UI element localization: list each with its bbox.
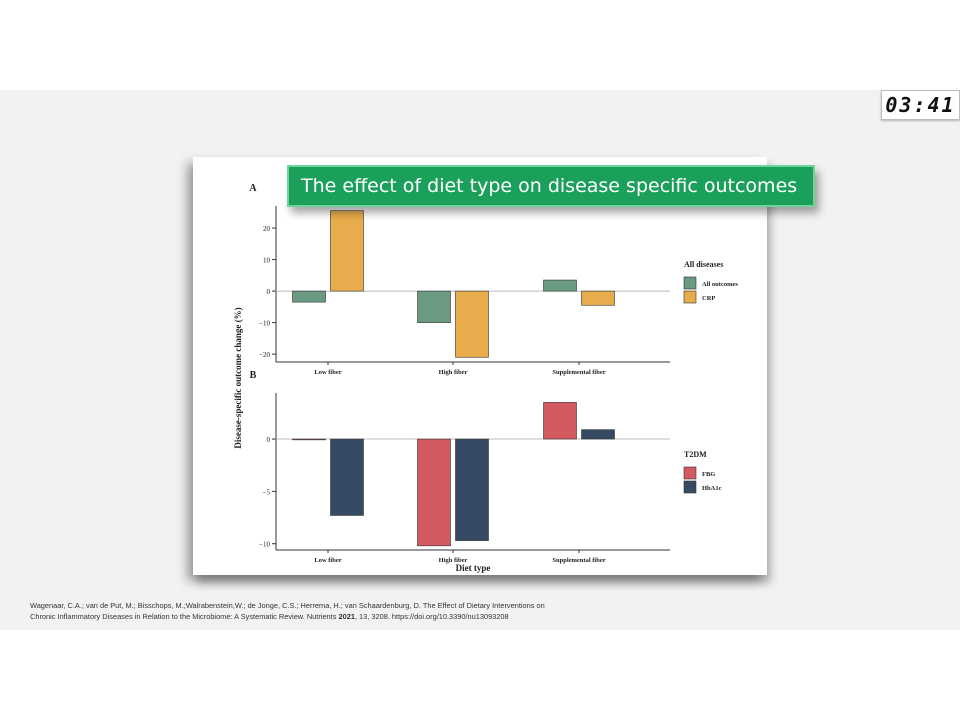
legend-swatch xyxy=(683,480,697,494)
countdown-timer: 03:41 xyxy=(881,90,960,120)
legend-label: CRP xyxy=(702,295,715,302)
y-axis-label: Disease-specific outcome change (%) xyxy=(233,307,243,448)
citation: Wagenaar, C.A.; van de Put, M.; Bisschop… xyxy=(30,600,930,622)
bar-all-outcomes xyxy=(543,279,577,292)
bar-chart: A 20 10 0 −10 −20 Low fiber High fiber Supplemen… xyxy=(233,183,738,573)
citation-line-1: Wagenaar, C.A.; van de Put, M.; Bisschop… xyxy=(30,601,545,610)
y-tick-label: −10 xyxy=(259,320,270,328)
legend-title: T2DM xyxy=(684,450,707,459)
citation-year: 2021 xyxy=(338,612,355,621)
citation-text: Chronic Inflammatory Diseases in Relatio… xyxy=(30,612,339,621)
legend-label: FBG xyxy=(702,471,715,478)
x-tick-label: Supplemental fiber xyxy=(552,369,605,376)
legend-label: All outcomes xyxy=(702,281,738,288)
y-tick-label: 0 xyxy=(267,288,271,296)
legend-swatch xyxy=(683,290,697,304)
bar-hba1c xyxy=(330,438,364,516)
legend-swatch xyxy=(683,466,697,480)
panel-label: B xyxy=(250,370,257,381)
y-tick-label: −20 xyxy=(259,351,270,359)
x-axis-label: Diet type xyxy=(456,563,491,573)
bar-fbg xyxy=(292,438,326,441)
citation-line-2: Chronic Inflammatory Diseases in Relatio… xyxy=(30,611,930,622)
y-tick-label: −10 xyxy=(259,541,270,549)
bar-fbg xyxy=(543,402,577,440)
bar-hba1c xyxy=(581,429,615,440)
legend-swatch xyxy=(683,276,697,290)
slide-title-banner: The effect of diet type on disease speci… xyxy=(287,165,815,207)
figure-image: A 20 10 0 −10 −20 Low fiber High fiber Supplemen… xyxy=(193,157,767,575)
bar-fbg xyxy=(417,438,451,547)
x-tick-label: High fiber xyxy=(439,369,468,376)
x-tick-label: Supplemental fiber xyxy=(552,557,605,564)
bar-crp xyxy=(330,210,364,292)
bar-all-outcomes xyxy=(417,290,451,323)
y-tick-label: −5 xyxy=(263,488,271,496)
x-tick-label: Low fiber xyxy=(314,369,341,376)
panel-label: A xyxy=(249,183,257,194)
legend-title: All diseases xyxy=(684,260,723,269)
bar-crp xyxy=(455,290,489,358)
y-tick-label: 20 xyxy=(263,225,271,233)
bar-hba1c xyxy=(455,438,489,541)
bar-crp xyxy=(581,290,615,306)
x-tick-label: Low fiber xyxy=(314,557,341,564)
citation-details: , 13, 3208. https://doi.org/10.3390/nu13… xyxy=(354,612,509,621)
x-tick-label: High fiber xyxy=(439,557,468,564)
y-tick-label: 10 xyxy=(263,257,271,265)
legend-label: HbA1c xyxy=(702,485,722,492)
y-tick-label: 0 xyxy=(267,436,271,444)
bar-all-outcomes xyxy=(292,290,326,303)
